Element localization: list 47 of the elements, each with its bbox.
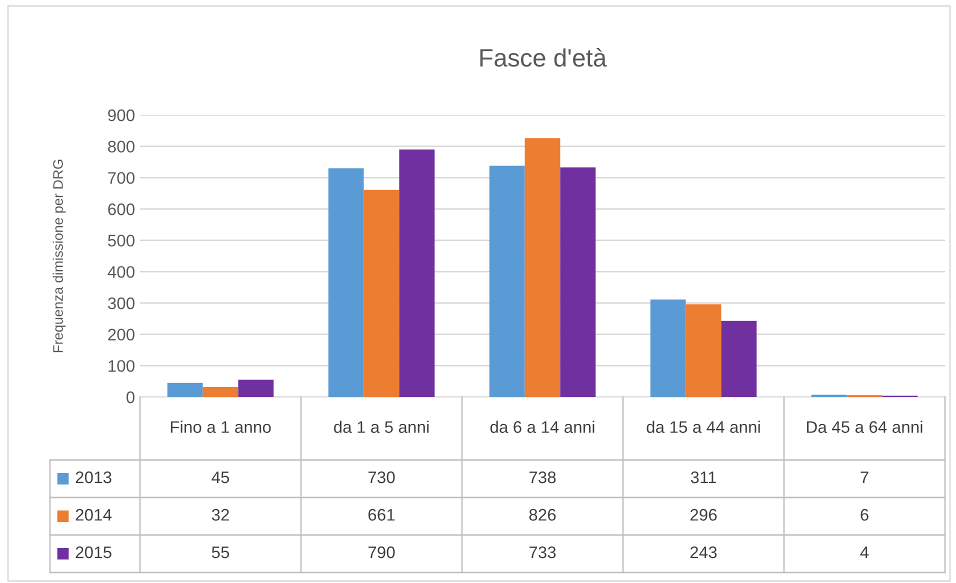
bar bbox=[686, 304, 722, 397]
data-label: 661 bbox=[368, 508, 395, 521]
data-label: 296 bbox=[690, 508, 717, 521]
y-tick-label: 800 bbox=[108, 140, 134, 153]
bar bbox=[202, 386, 238, 397]
bar bbox=[489, 166, 525, 397]
y-tick-label: 400 bbox=[108, 266, 134, 278]
x-tick-label: Fino a 1 anno bbox=[170, 420, 271, 433]
y-tick-label: 300 bbox=[108, 297, 134, 310]
y-tick-label: 700 bbox=[108, 172, 134, 184]
bar bbox=[560, 167, 596, 397]
x-tick-label: Da 45 a 64 anni bbox=[807, 420, 922, 433]
data-label: 730 bbox=[368, 471, 395, 484]
data-label: 243 bbox=[690, 546, 717, 558]
data-label: 733 bbox=[529, 546, 556, 558]
data-label: 790 bbox=[368, 546, 395, 558]
data-label: 32 bbox=[212, 508, 229, 521]
chart-title: Fasce d'età bbox=[480, 48, 607, 67]
data-label: 6 bbox=[860, 508, 868, 521]
x-tick-label: da 1 a 5 anni bbox=[334, 420, 429, 433]
data-label: 55 bbox=[212, 546, 230, 558]
bar bbox=[650, 300, 686, 397]
y-tick-label: 100 bbox=[108, 360, 134, 372]
bar bbox=[721, 320, 757, 397]
legend-label: 2015 bbox=[76, 546, 112, 558]
bar bbox=[364, 190, 400, 397]
y-tick-label: 500 bbox=[108, 234, 134, 247]
data-label: 4 bbox=[860, 546, 869, 558]
bar bbox=[524, 138, 560, 397]
y-tick-label: 600 bbox=[108, 203, 134, 216]
y-tick-label: 200 bbox=[108, 328, 134, 341]
x-tick-label: da 15 a 44 anni bbox=[646, 420, 760, 433]
y-tick-label: 0 bbox=[126, 391, 134, 404]
legend-label: 2014 bbox=[76, 508, 112, 521]
data-label: 45 bbox=[212, 472, 230, 484]
bar bbox=[238, 380, 274, 397]
data-label: 311 bbox=[690, 471, 716, 484]
data-label: 738 bbox=[529, 471, 556, 484]
bar bbox=[167, 382, 203, 397]
data-label: 826 bbox=[529, 508, 556, 521]
y-axis-title: Frequenza dimissione per DRG bbox=[52, 160, 66, 352]
x-tick-label: da 6 a 14 anni bbox=[490, 420, 594, 433]
bar bbox=[328, 168, 364, 397]
bar bbox=[399, 149, 435, 397]
legend-label: 2013 bbox=[76, 471, 112, 484]
data-label: 7 bbox=[860, 472, 868, 484]
y-tick-label: 900 bbox=[108, 109, 134, 122]
